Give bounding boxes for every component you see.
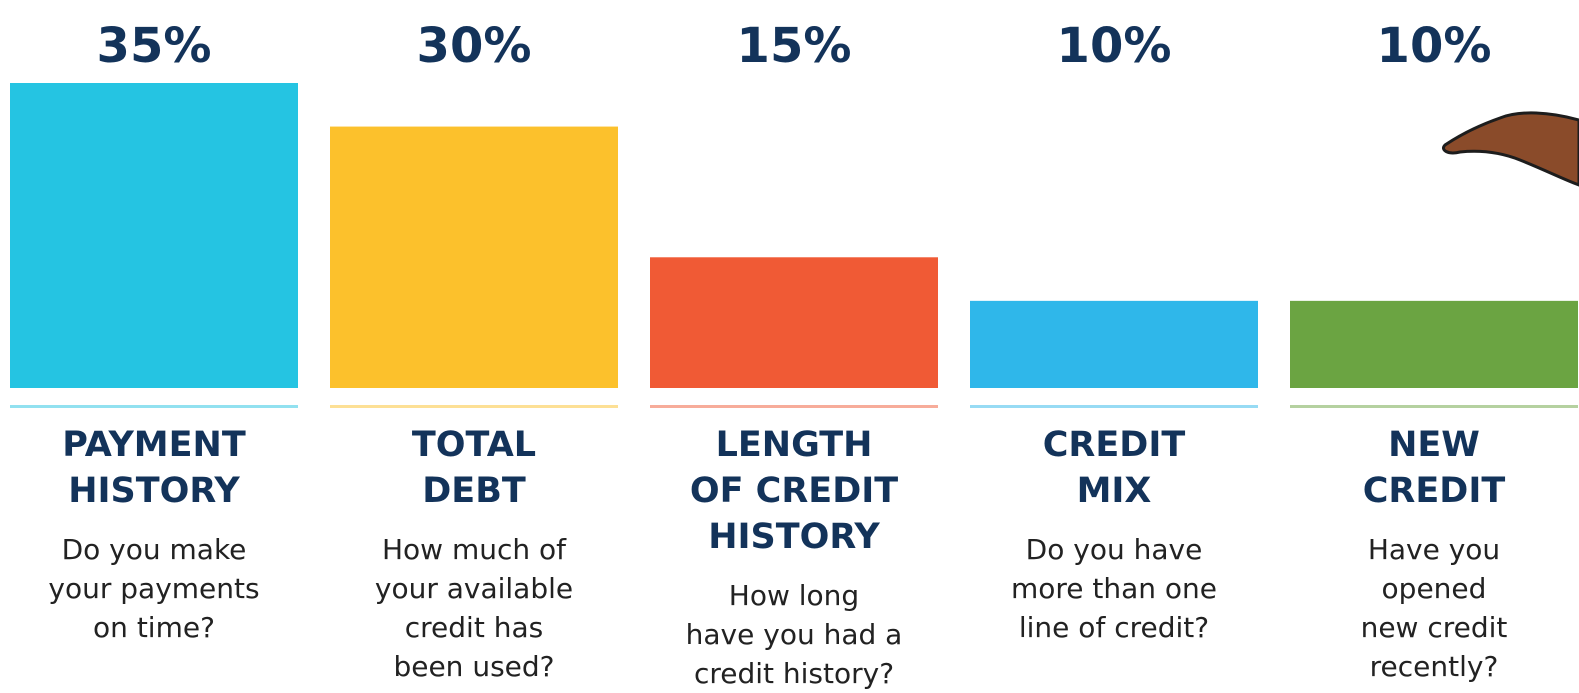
underline (650, 405, 938, 408)
value-label: 15% (737, 18, 852, 74)
bar (10, 83, 298, 388)
value-label: 35% (97, 18, 212, 74)
category-column: PAYMENT HISTORY Do you make your payments… (4, 422, 304, 647)
underline (10, 405, 298, 408)
category-column: TOTAL DEBT How much of your available cre… (324, 422, 624, 686)
value-label: 10% (1377, 18, 1492, 74)
category-label: NEW CREDIT (1362, 425, 1506, 511)
category-description: Do you have more than one line of credit… (1010, 533, 1218, 644)
category-column: LENGTH OF CREDIT HISTORY How long have yo… (644, 422, 944, 693)
underline (330, 405, 618, 408)
value-label: 30% (417, 18, 532, 74)
value-label: 10% (1057, 18, 1172, 74)
category-label: PAYMENT HISTORY (62, 425, 246, 511)
category-label: CREDIT MIX (1042, 425, 1186, 511)
category-label: TOTAL DEBT (411, 425, 537, 511)
bar (650, 257, 938, 388)
category-label: LENGTH OF CREDIT HISTORY (689, 425, 899, 557)
category-description: Do you make your payments on time? (48, 533, 260, 644)
category-description: Have you opened new credit recently? (1360, 533, 1508, 683)
category-description: How long have you had a credit history? (685, 579, 903, 690)
underline (1290, 405, 1578, 408)
bar (970, 300, 1258, 388)
hand-illustration (1442, 111, 1579, 187)
bar (1290, 300, 1578, 388)
bar (330, 126, 618, 389)
category-description: How much of your available credit has be… (374, 533, 574, 683)
underline (970, 405, 1258, 408)
category-column: NEW CREDIT Have you opened new credit rec… (1284, 422, 1579, 686)
category-column: CREDIT MIX Do you have more than one line… (964, 422, 1264, 647)
